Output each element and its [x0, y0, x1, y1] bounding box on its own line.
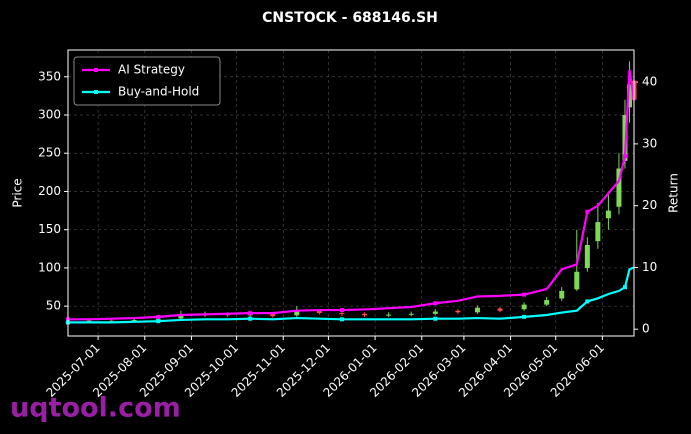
candle-body [497, 308, 503, 311]
candle-body [386, 314, 392, 316]
candle-body [521, 304, 527, 310]
candle-body [86, 320, 92, 322]
line-marker [433, 301, 438, 306]
y-tick-label: 250 [38, 146, 61, 160]
y2-tick-label: 0 [642, 322, 650, 336]
candle-body [455, 310, 461, 313]
chart-title: CNSTOCK - 688146.SH [262, 10, 438, 26]
candle-body [109, 320, 115, 322]
candle-body [316, 310, 322, 314]
line-marker [156, 314, 161, 319]
line-marker [622, 285, 627, 290]
line-series [68, 69, 636, 321]
candle-body [544, 300, 550, 305]
line-marker [156, 319, 161, 324]
legend-marker [94, 90, 98, 94]
candle-body [616, 168, 622, 207]
line-marker [522, 292, 527, 297]
legend-label: Buy-and-Hold [118, 85, 199, 99]
watermark: uqtool.com [10, 393, 181, 424]
candle-body [294, 310, 300, 316]
candle-body [178, 315, 184, 319]
y-tick-label: 100 [38, 260, 61, 274]
candle-body [362, 313, 368, 316]
line-marker [585, 209, 590, 214]
y-tick-label: 150 [38, 222, 61, 236]
legend-label: AI Strategy [118, 63, 185, 77]
y-tick-label: 50 [46, 299, 61, 313]
candle-body [626, 84, 632, 108]
y2-tick-label: 10 [642, 260, 657, 274]
y-tick-label: 350 [38, 69, 61, 83]
candle-body [559, 290, 565, 299]
candle-body [270, 313, 276, 317]
legend-marker [94, 68, 98, 72]
line-marker [622, 154, 627, 159]
candle-body [605, 210, 611, 219]
y2-tick-label: 20 [642, 198, 657, 212]
line-marker [248, 316, 253, 321]
candle-body [432, 311, 438, 314]
line-marker [433, 316, 438, 321]
y2-axis-label: Return [667, 173, 681, 213]
y-tick-label: 200 [38, 184, 61, 198]
line-marker [248, 311, 253, 316]
candle-body [339, 313, 345, 315]
line-marker [522, 314, 527, 319]
candle-body [408, 313, 414, 315]
line-marker [585, 299, 590, 304]
candle-body [584, 245, 590, 268]
candle-body [595, 222, 601, 242]
y2-tick-label: 30 [642, 136, 657, 150]
y2-tick-label: 40 [642, 75, 657, 89]
line-series [68, 266, 635, 324]
y-axis-label: Price [11, 178, 25, 207]
legend-box [73, 56, 221, 106]
line-marker [339, 308, 344, 313]
candle-body [574, 271, 580, 290]
y-tick-label: 300 [38, 108, 61, 122]
candle-body [474, 307, 480, 313]
line-marker [339, 317, 344, 322]
plot-frame [67, 49, 635, 337]
